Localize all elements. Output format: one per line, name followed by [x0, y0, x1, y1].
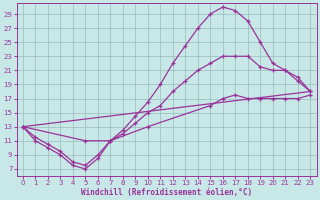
X-axis label: Windchill (Refroidissement éolien,°C): Windchill (Refroidissement éolien,°C) [81, 188, 252, 197]
